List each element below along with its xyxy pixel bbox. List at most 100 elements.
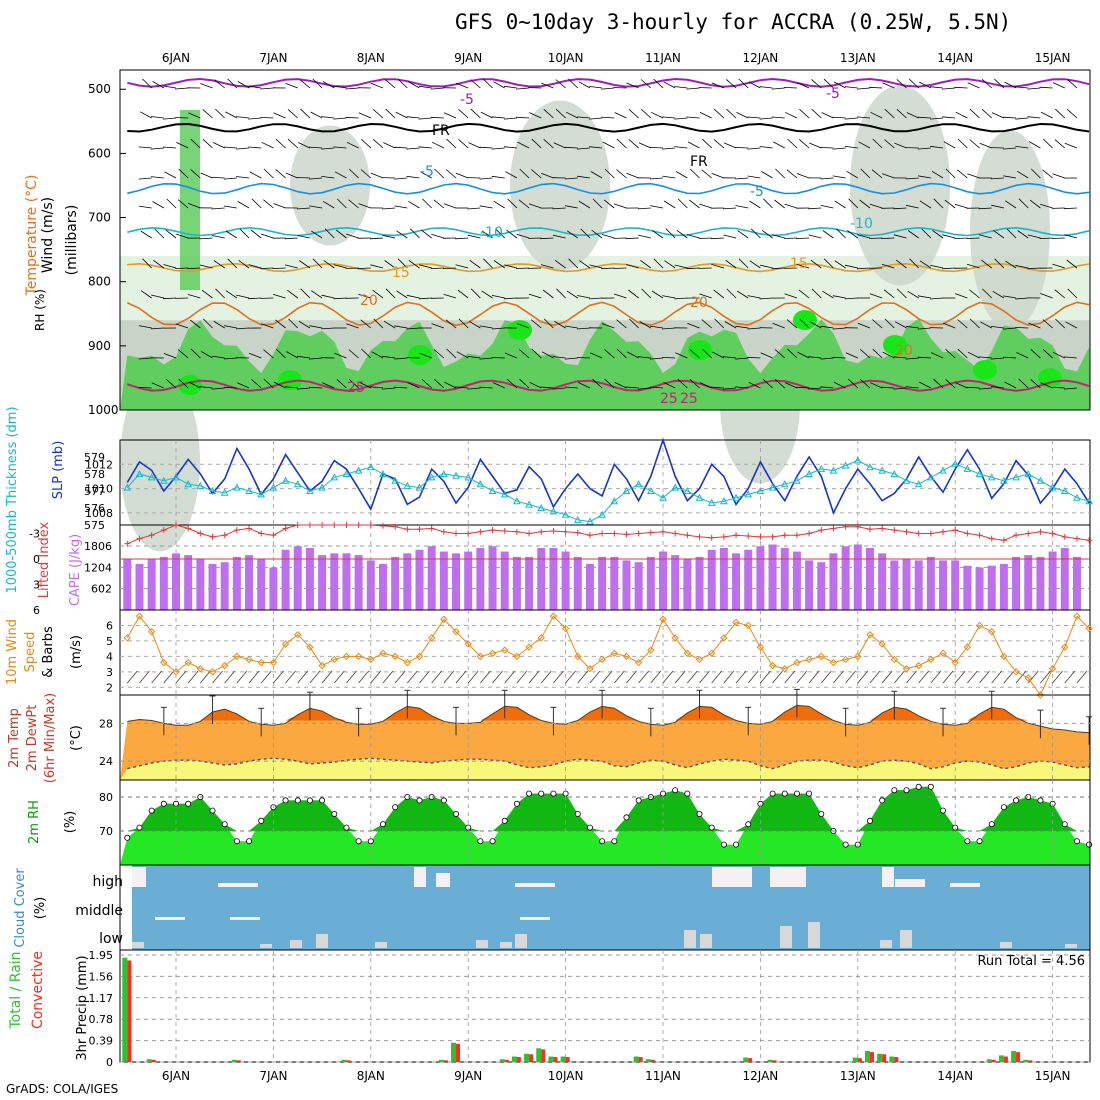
wind-barb — [190, 138, 201, 149]
cape-bar — [707, 549, 716, 610]
rh2m-marker — [599, 838, 606, 845]
cape-bar — [817, 562, 826, 610]
wind-barb — [1067, 288, 1078, 299]
surface-wind-barb — [1076, 670, 1088, 684]
wind-barb — [590, 352, 603, 359]
surface-wind-barb — [163, 670, 175, 684]
wind-barb — [260, 323, 274, 329]
wind-barb — [650, 325, 664, 329]
temperature-contour — [126, 379, 1090, 392]
wind-barb — [397, 258, 408, 269]
rh2m-marker — [526, 790, 533, 797]
wind-barb — [248, 264, 262, 269]
precip-total-bar — [864, 1051, 870, 1062]
wind-barb — [981, 259, 992, 269]
wind-barb — [1016, 352, 1029, 359]
wind-barb — [966, 263, 980, 269]
wind-barb — [966, 386, 980, 389]
wind-barb — [675, 171, 688, 179]
wind-barb — [225, 290, 238, 299]
wind-speed-marker — [306, 643, 314, 651]
temperature-contour — [126, 301, 1090, 327]
wind-barb — [810, 259, 822, 269]
wind-barb — [882, 82, 895, 89]
wind-barb — [957, 348, 968, 359]
wind-barb — [395, 111, 408, 119]
wind-speed-marker — [805, 655, 813, 664]
wind-barb — [530, 319, 542, 329]
surface-wind-barb — [346, 670, 357, 684]
cape-bar — [951, 560, 960, 610]
rh2m-marker — [258, 817, 265, 824]
wind-barb — [162, 297, 177, 300]
cape-bar — [805, 560, 814, 610]
wind-barb — [833, 381, 846, 389]
precip-convective-bar — [1028, 1060, 1033, 1062]
wind-speed-marker — [184, 658, 192, 667]
wind-barb — [1015, 297, 1029, 300]
wind-barb — [747, 327, 761, 330]
wind-barb — [930, 86, 944, 89]
wind-barb — [1040, 111, 1053, 119]
cape-tick-label: 602 — [91, 583, 112, 596]
wind-barb — [822, 290, 834, 299]
rh2m-marker — [1037, 797, 1044, 804]
wind-barb — [943, 322, 956, 329]
wind-barb — [601, 87, 615, 90]
wind-barb — [699, 112, 712, 119]
wind-barb — [639, 321, 652, 329]
cape-bar — [500, 551, 509, 610]
thickness-marker — [1048, 483, 1057, 491]
temperature-contour — [127, 262, 1090, 273]
wind-barb — [187, 294, 201, 299]
precip-total-bar — [524, 1053, 530, 1062]
wind-barb — [616, 348, 627, 359]
wind-barb — [175, 233, 189, 239]
wind-barb — [140, 230, 152, 239]
wind-barb — [677, 198, 688, 209]
wind-barb — [491, 147, 505, 150]
wind-barb — [263, 378, 274, 389]
wind-barb — [431, 233, 444, 239]
wind-barb — [553, 142, 566, 149]
wind-barb — [239, 228, 250, 239]
surface-wind-barb — [942, 670, 954, 684]
pressure-tick-label: 600 — [88, 146, 111, 160]
precip-total-bar — [1011, 1051, 1017, 1062]
wind-barb — [933, 378, 944, 389]
wind-barb — [434, 168, 445, 179]
precip-tick-label: 0.78 — [89, 1013, 114, 1026]
contour-label: 25 — [680, 391, 698, 407]
wind-barb — [297, 235, 311, 239]
cape-bar — [573, 556, 582, 610]
wind-barb — [272, 294, 286, 299]
surface-wind-barb — [638, 670, 649, 684]
wind-barb — [942, 116, 956, 119]
wind-barb — [759, 117, 773, 120]
wind-barb — [430, 267, 444, 269]
cloud-low-bar — [500, 942, 512, 948]
wind-barb — [994, 78, 1005, 89]
wind-speed-marker — [294, 631, 302, 639]
wind-barb — [382, 234, 396, 239]
surface-wind-barb — [1064, 670, 1076, 684]
wind-barb — [336, 379, 347, 389]
wind-barb — [150, 147, 164, 150]
wind-barb — [322, 81, 335, 89]
wind-barb — [200, 83, 213, 89]
wind-speed-marker — [574, 652, 582, 661]
wind-barb — [369, 237, 383, 240]
wind-barb — [223, 357, 237, 360]
wind-barb — [771, 116, 785, 119]
thickness-marker — [123, 483, 132, 491]
wind-barb — [467, 356, 481, 359]
cloud-low-bar — [684, 930, 696, 948]
cloud-background — [132, 865, 1090, 950]
wind-barb — [564, 146, 578, 149]
wind-barb — [820, 386, 834, 389]
wind-barb — [1017, 230, 1029, 239]
wind-barb — [1040, 293, 1053, 299]
wind-barb — [421, 379, 432, 389]
wind-barb — [433, 349, 445, 359]
wind-barb — [275, 169, 286, 179]
